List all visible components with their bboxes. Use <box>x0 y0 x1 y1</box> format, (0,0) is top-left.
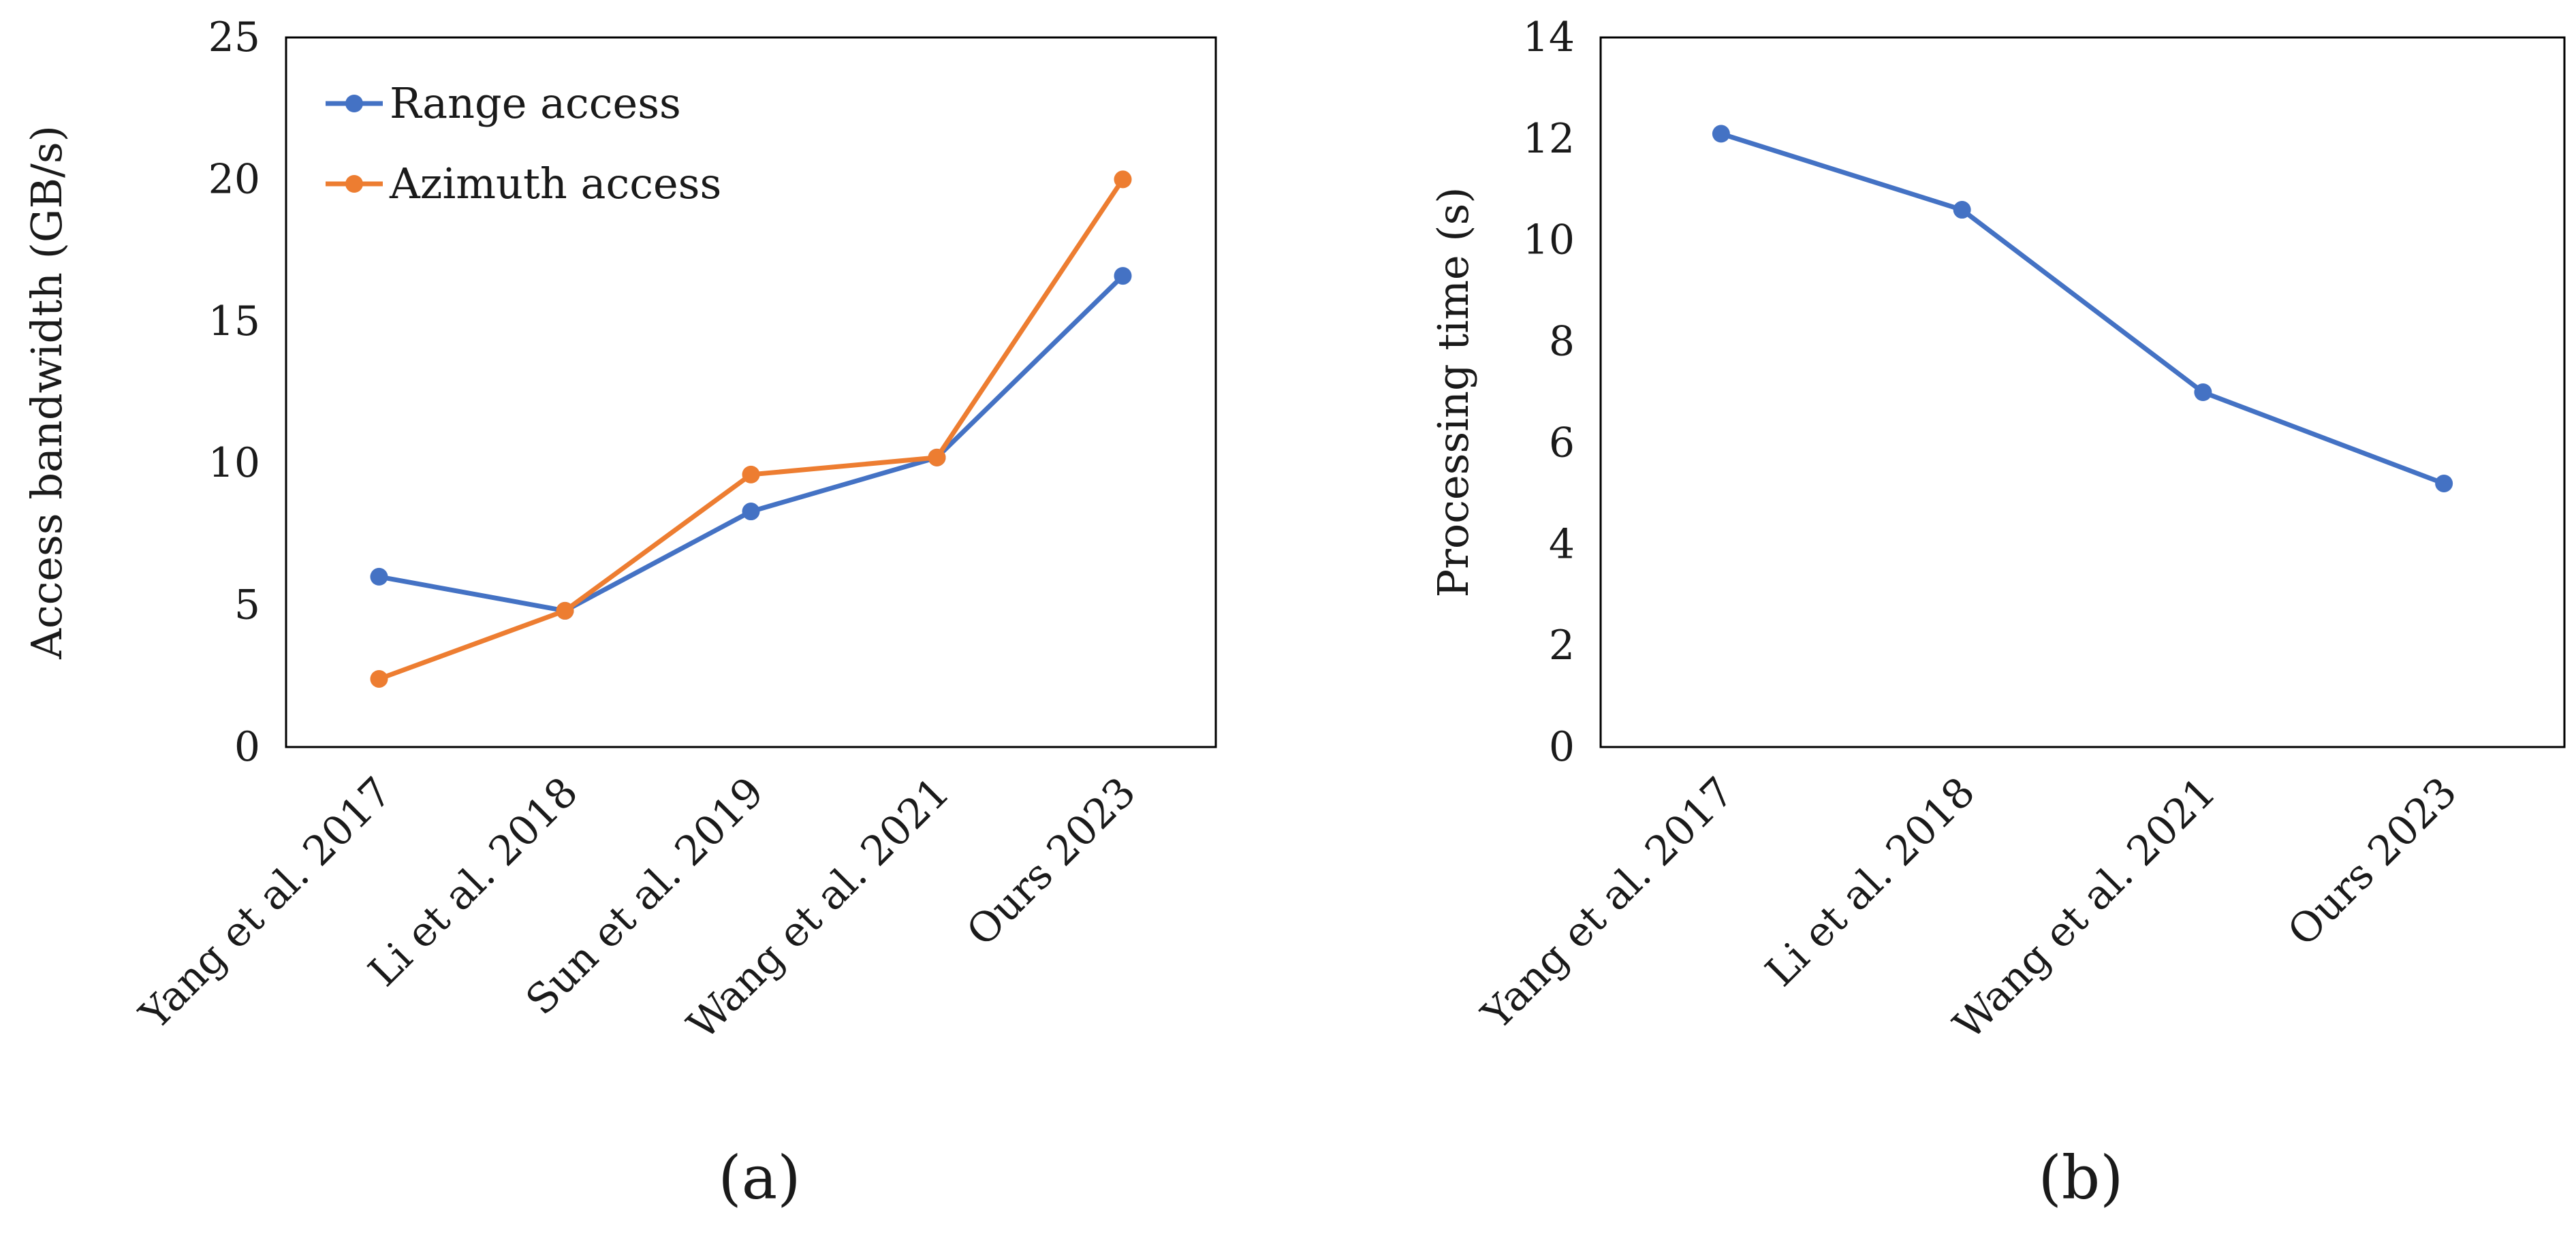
chart-b: 0 2 4 6 8 10 12 14 Yang et al. 2017 Li et al. 201… <box>1428 14 2566 1213</box>
chart-a-y-tick-label: 20 <box>208 155 260 203</box>
chart-b-y-tick-label: 8 <box>1549 318 1575 366</box>
legend-swatch-marker <box>345 95 363 112</box>
chart-a-x-tick-label: Ours 2023 <box>958 768 1145 955</box>
legend-swatch-marker <box>345 175 363 193</box>
chart-a-y-tick-label: 5 <box>234 582 260 629</box>
chart-b-point-processing-time <box>2194 383 2212 401</box>
chart-b-y-axis-title: Processing time (s) <box>1428 187 1478 597</box>
chart-a-point-azimuth-access <box>928 448 946 466</box>
chart-b-y-tick-label: 0 <box>1549 723 1575 771</box>
chart-b-plot-frame <box>1599 36 2566 748</box>
chart-a-line-azimuth-access <box>377 176 1125 682</box>
chart-a-y-tick-label: 10 <box>208 439 260 487</box>
chart-b-x-tick-label: Ours 2023 <box>2279 768 2466 955</box>
chart-a-plot-frame <box>285 36 1217 748</box>
chart-b-point-processing-time <box>1712 125 1730 143</box>
chart-b-panel-label: (b) <box>2039 1143 2124 1213</box>
chart-a-point-range-access <box>370 567 388 586</box>
chart-a-panel-label: (a) <box>718 1143 800 1213</box>
chart-a-point-azimuth-access <box>1114 170 1132 189</box>
chart-b-point-processing-time <box>2435 474 2453 492</box>
chart-a-x-tick-label: Yang et al. 2017 <box>130 768 401 1039</box>
chart-a-point-azimuth-access <box>742 465 760 483</box>
chart-a-point-range-access <box>742 503 760 521</box>
chart-a-y-axis-title: Access bandwidth (GB/s) <box>22 125 72 660</box>
chart-b-y-tick-label: 10 <box>1523 217 1575 264</box>
chart-a-point-range-access <box>1114 267 1132 285</box>
chart-b-point-processing-time <box>1953 201 1971 219</box>
chart-b-x-tick-label: Li et al. 2018 <box>1757 768 1984 996</box>
chart-b-y-tick-label: 6 <box>1549 419 1575 466</box>
legend-label: Azimuth access <box>389 159 721 208</box>
chart-b-y-tick-label: 4 <box>1549 520 1575 568</box>
chart-a-y-tick-label: 0 <box>234 723 260 771</box>
chart-b-line-processing-time <box>1718 131 2447 486</box>
chart-a-line-range-access <box>377 273 1125 614</box>
chart-b-y-tick-label: 14 <box>1523 14 1575 61</box>
chart-a-y-tick-label: 25 <box>208 14 260 61</box>
chart-b-x-tick-label: Yang et al. 2017 <box>1473 768 1744 1039</box>
chart-a-y-tick-label: 15 <box>208 298 260 345</box>
chart-b-x-tick-label: Wang et al. 2021 <box>1945 768 2225 1049</box>
chart-b-y-tick-label: 2 <box>1549 622 1575 669</box>
legend-label: Range access <box>390 78 681 128</box>
chart-a-point-azimuth-access <box>370 669 388 688</box>
chart-a-point-azimuth-access <box>556 601 574 620</box>
chart-b-y-tick-label: 12 <box>1523 115 1575 163</box>
